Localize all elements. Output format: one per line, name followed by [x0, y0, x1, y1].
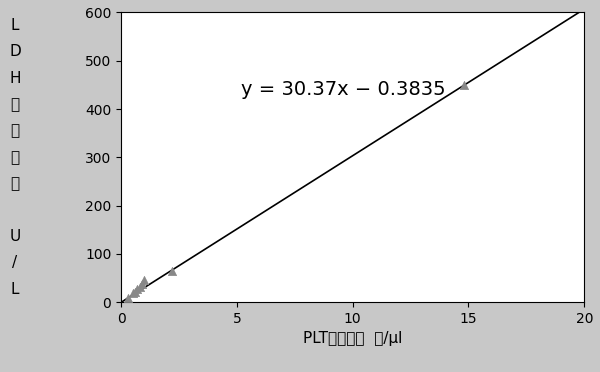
Text: H: H [9, 71, 21, 86]
Text: 定: 定 [10, 124, 20, 138]
Point [459, 82, 469, 88]
Text: y = 30.37x − 0.3835: y = 30.37x − 0.3835 [241, 80, 446, 99]
Point [128, 291, 137, 296]
X-axis label: PLT測定値差  万/μl: PLT測定値差 万/μl [303, 331, 403, 346]
Text: /: / [13, 255, 17, 270]
Point [123, 295, 133, 301]
Text: L: L [11, 18, 19, 33]
Point [133, 286, 142, 292]
Text: U: U [10, 229, 20, 244]
Point [130, 289, 140, 295]
Point [135, 284, 145, 290]
Point [167, 268, 177, 274]
Point [139, 278, 149, 283]
Text: D: D [9, 44, 21, 60]
Text: 差: 差 [10, 176, 20, 191]
Text: L: L [11, 282, 19, 296]
Point [137, 281, 146, 287]
Text: 測: 測 [10, 97, 20, 112]
Text: 値: 値 [10, 150, 20, 165]
